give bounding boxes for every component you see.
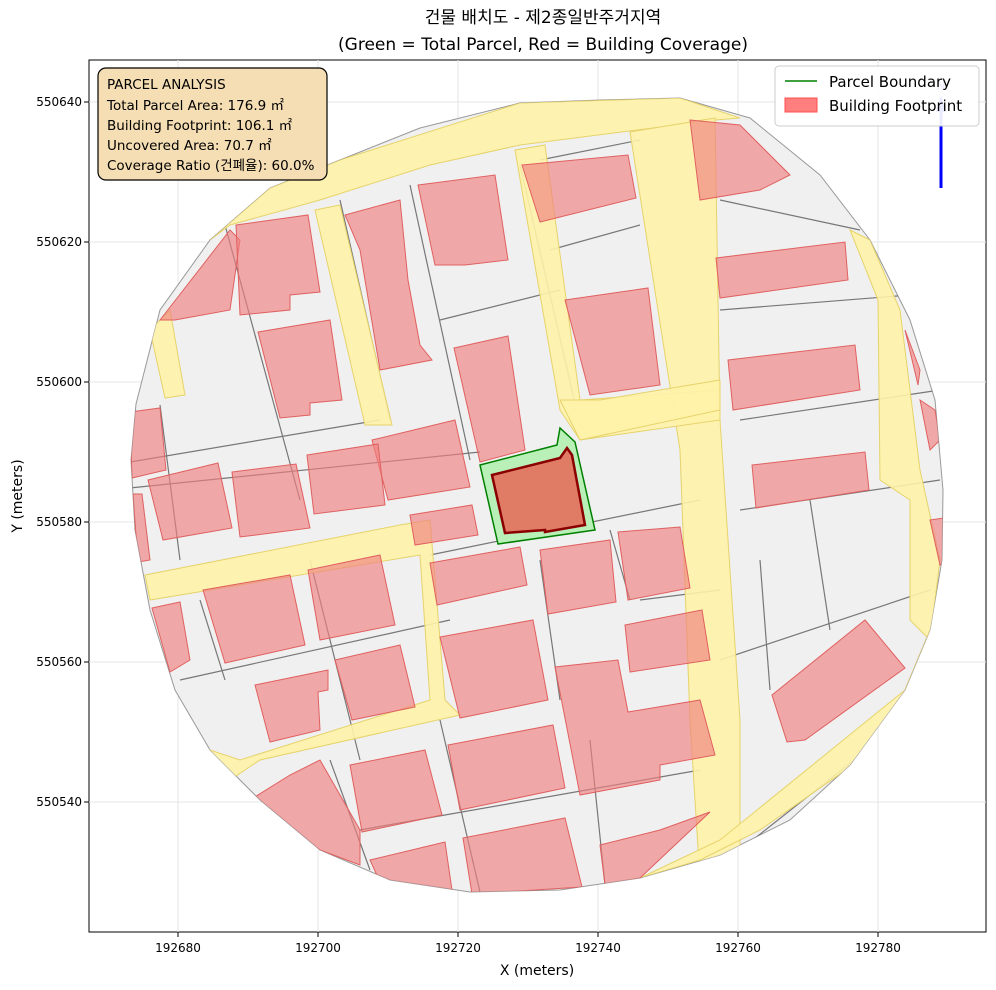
road-north-spur bbox=[314, 204, 393, 426]
building bbox=[344, 199, 433, 371]
building bbox=[715, 241, 849, 299]
building bbox=[147, 462, 233, 541]
building bbox=[349, 749, 443, 833]
parcel-analysis-box: PARCEL ANALYSIS Total Parcel Area: 176.9… bbox=[97, 67, 328, 181]
building bbox=[254, 669, 329, 743]
building bbox=[417, 174, 509, 266]
info-footprint: Building Footprint: 106.1 ㎡ bbox=[107, 118, 293, 134]
building bbox=[453, 335, 526, 463]
road-mid-connector bbox=[559, 379, 721, 441]
building bbox=[929, 517, 943, 566]
building bbox=[158, 229, 241, 321]
building bbox=[131, 407, 167, 479]
y-tick-label: 550560 bbox=[36, 655, 82, 669]
building bbox=[564, 287, 661, 396]
building bbox=[521, 154, 637, 223]
building bbox=[257, 319, 343, 419]
building bbox=[617, 526, 691, 601]
building bbox=[904, 329, 921, 386]
y-axis-label: Y (meters) bbox=[10, 459, 26, 533]
info-header: PARCEL ANALYSIS bbox=[107, 77, 226, 93]
x-tick-label: 192680 bbox=[155, 941, 201, 955]
map-title-line1: 건물 배치도 - 제2종일반주거지역 bbox=[425, 8, 661, 28]
x-tick-label: 192700 bbox=[295, 941, 341, 955]
building bbox=[231, 463, 311, 538]
info-total-area: Total Parcel Area: 176.9 ㎡ bbox=[106, 98, 284, 114]
x-tick-label: 192740 bbox=[575, 941, 621, 955]
y-tick-label: 550640 bbox=[36, 95, 82, 109]
building bbox=[409, 504, 479, 546]
y-tick-label: 550540 bbox=[36, 795, 82, 809]
road-diagonal-top bbox=[209, 98, 741, 241]
building bbox=[689, 119, 791, 201]
info-uncovered: Uncovered Area: 70.7 ㎡ bbox=[107, 138, 272, 154]
building bbox=[751, 451, 870, 509]
building bbox=[371, 419, 471, 501]
x-tick-label: 192720 bbox=[435, 941, 481, 955]
building bbox=[307, 554, 396, 641]
building bbox=[151, 601, 191, 673]
x-tick-label: 192760 bbox=[715, 941, 761, 955]
y-tick-label: 550620 bbox=[36, 235, 82, 249]
legend-parcel-label: Parcel Boundary bbox=[829, 73, 951, 91]
target-building[interactable] bbox=[490, 445, 587, 535]
building bbox=[249, 759, 361, 866]
x-tick-labels: 192680 192700 192720 192740 192760 19278… bbox=[155, 941, 901, 955]
building bbox=[306, 443, 386, 515]
building bbox=[599, 811, 711, 886]
info-coverage: Coverage Ratio (건폐율): 60.0% bbox=[107, 158, 315, 174]
map-title-line2: (Green = Total Parcel, Red = Building Co… bbox=[338, 35, 748, 55]
building bbox=[727, 344, 861, 411]
building bbox=[439, 619, 549, 719]
legend: Parcel Boundary Building Footprint bbox=[774, 65, 980, 127]
x-axis-label: X (meters) bbox=[500, 963, 574, 979]
y-tick-label: 550600 bbox=[36, 375, 82, 389]
building bbox=[429, 546, 528, 606]
y-tick-labels: 550640 550620 550600 550580 550560 55054… bbox=[36, 95, 82, 809]
building bbox=[235, 214, 321, 316]
building bbox=[202, 574, 306, 664]
legend-building-label: Building Footprint bbox=[829, 97, 962, 115]
x-ticks bbox=[177, 932, 879, 937]
building bbox=[447, 724, 566, 811]
building bbox=[624, 609, 711, 673]
building bbox=[554, 659, 716, 796]
buildings bbox=[131, 119, 943, 892]
x-tick-label: 192780 bbox=[855, 941, 901, 955]
building bbox=[334, 644, 416, 721]
building bbox=[771, 619, 906, 743]
legend-building-swatch bbox=[784, 97, 818, 113]
y-ticks bbox=[84, 101, 89, 803]
y-tick-label: 550580 bbox=[36, 515, 82, 529]
building bbox=[539, 539, 617, 615]
